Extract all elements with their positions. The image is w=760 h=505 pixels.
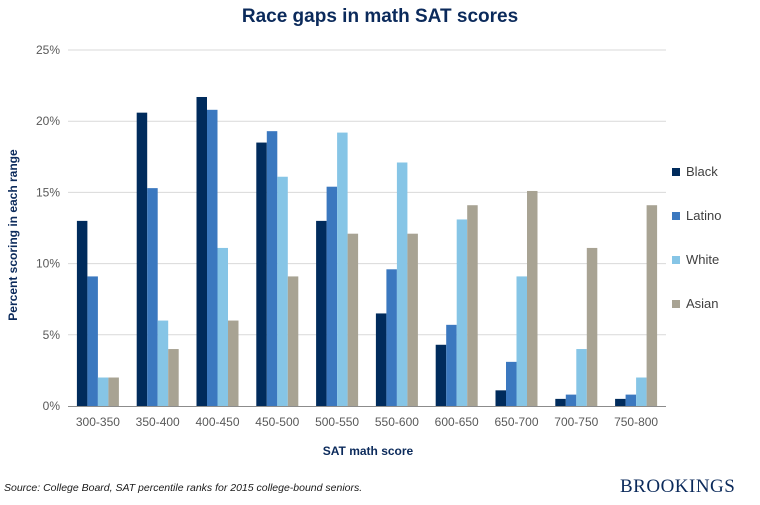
chart-title: Race gaps in math SAT scores xyxy=(241,6,519,27)
bar-latino-600-650 xyxy=(446,324,457,406)
bar-white-600-650 xyxy=(456,219,468,406)
x-tick-label: 750-800 xyxy=(614,415,658,429)
y-tick-label: 15% xyxy=(36,185,60,199)
legend-item-black: Black xyxy=(672,164,721,208)
bar-asian-450-500 xyxy=(287,276,299,406)
legend-swatch-black xyxy=(672,168,680,176)
y-tick-label: 20% xyxy=(36,114,60,128)
bar-white-750-800 xyxy=(636,377,647,406)
x-tick-label: 600-650 xyxy=(435,415,479,429)
legend-item-white: White xyxy=(672,252,721,296)
bar-black-350-400 xyxy=(136,112,148,406)
bar-black-400-450 xyxy=(196,96,207,406)
bar-latino-650-700 xyxy=(506,361,517,406)
bar-asian-750-800 xyxy=(646,205,658,406)
legend-label-latino: Latino xyxy=(686,208,722,223)
axes: 0% 5% 10% 15% 20% 25% 300-350 350-400 400-450 450… xyxy=(36,43,666,429)
bar-black-450-500 xyxy=(256,142,267,406)
x-tick-label: 700-750 xyxy=(554,415,598,429)
x-axis-title: SAT math score xyxy=(323,444,414,458)
x-tick-label: 650-700 xyxy=(494,415,538,429)
bar-latino-550-600 xyxy=(386,269,397,406)
bar-white-400-450 xyxy=(217,247,228,406)
x-tick-label: 400-450 xyxy=(195,415,239,429)
bar-asian-300-350 xyxy=(108,377,119,406)
bar-latino-750-800 xyxy=(625,394,637,406)
bar-white-450-500 xyxy=(277,176,288,406)
bar-latino-500-550 xyxy=(326,186,338,406)
bars xyxy=(76,96,658,407)
legend-label-white: White xyxy=(686,252,720,267)
y-tick-label: 0% xyxy=(43,399,61,413)
bar-white-500-550 xyxy=(337,132,348,407)
bar-latino-300-350 xyxy=(87,276,98,406)
x-tick-label: 450-500 xyxy=(255,415,299,429)
y-tick-label: 25% xyxy=(36,43,60,57)
x-tick-label: 300-350 xyxy=(76,415,120,429)
bar-asian-400-450 xyxy=(228,320,239,406)
legend-swatch-white xyxy=(672,256,680,264)
bar-white-650-700 xyxy=(516,276,527,406)
bar-black-500-550 xyxy=(316,220,327,406)
bar-asian-650-700 xyxy=(527,190,538,406)
bar-black-300-350 xyxy=(76,220,88,406)
bar-black-600-650 xyxy=(435,344,447,406)
legend-swatch-latino xyxy=(672,212,680,220)
x-tick-label: 350-400 xyxy=(136,415,180,429)
bar-asian-550-600 xyxy=(407,233,418,406)
bar-white-350-400 xyxy=(157,320,169,406)
bar-white-700-750 xyxy=(576,349,587,406)
bar-latino-700-750 xyxy=(565,394,577,406)
bar-black-700-750 xyxy=(555,398,566,406)
bar-black-550-600 xyxy=(375,313,387,406)
source-note: Source: College Board, SAT percentile ra… xyxy=(4,482,363,494)
y-axis-title: Percent scoring in each range xyxy=(6,149,20,321)
bar-black-750-800 xyxy=(615,398,626,406)
bar-white-550-600 xyxy=(396,162,408,406)
legend-swatch-asian xyxy=(672,300,680,308)
brookings-logo: BROOKINGS xyxy=(620,476,736,497)
bar-latino-350-400 xyxy=(147,188,158,406)
bar-latino-400-450 xyxy=(207,109,218,407)
legend-item-latino: Latino xyxy=(672,208,721,252)
legend-label-black: Black xyxy=(686,164,718,179)
x-tick-label: 550-600 xyxy=(375,415,419,429)
legend-label-asian: Asian xyxy=(686,296,719,311)
bar-white-300-350 xyxy=(97,377,109,406)
bar-asian-700-750 xyxy=(586,247,598,406)
bar-latino-450-500 xyxy=(266,131,278,406)
bar-asian-350-400 xyxy=(168,349,179,406)
y-tick-label: 5% xyxy=(43,328,61,342)
bar-black-650-700 xyxy=(495,390,506,406)
y-tick-label: 10% xyxy=(36,257,60,271)
bar-asian-600-650 xyxy=(467,205,478,406)
gridlines xyxy=(68,49,666,336)
bar-asian-500-550 xyxy=(347,233,359,406)
legend: Black Latino White Asian xyxy=(672,164,721,340)
legend-item-asian: Asian xyxy=(672,296,721,340)
x-tick-label: 500-550 xyxy=(315,415,359,429)
